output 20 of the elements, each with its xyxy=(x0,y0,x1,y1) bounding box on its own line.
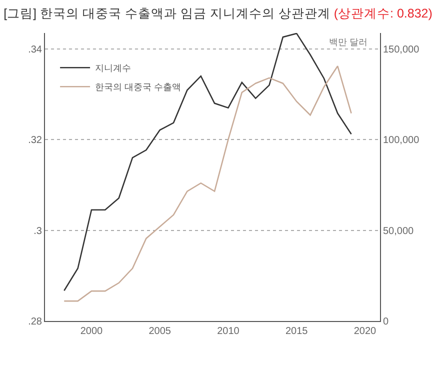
x-tick-label: 2005 xyxy=(148,326,172,337)
y2-tick-label: 50,000 xyxy=(383,226,414,237)
y2-tick-label: 150,000 xyxy=(383,44,420,56)
y-tick-label: .32 xyxy=(28,135,42,146)
text: (상관계수: 0.832) xyxy=(334,6,432,20)
y2-tick-label: 0 xyxy=(383,316,389,328)
legend-label: 지니계수 xyxy=(95,63,132,74)
line-series xyxy=(63,33,352,292)
x-tick-label: 2000 xyxy=(80,326,104,337)
y2-axis-title: 백만 달러 xyxy=(329,37,368,47)
x-tick-label: 2015 xyxy=(285,326,308,337)
y-tick-label: .28 xyxy=(28,316,42,328)
x-tick-label: 2020 xyxy=(354,326,377,337)
y-tick-label: .3 xyxy=(34,226,42,237)
legend-label: 한국의 대중국 수출액 xyxy=(95,82,182,92)
chart-title: [그림] 한국의 대중국 수출액과 임금 지니계수의 상관관계 xyxy=(4,6,330,20)
x-tick-label: 2010 xyxy=(217,326,240,337)
y-tick-label: .34 xyxy=(28,44,42,56)
y2-tick-label: 100,000 xyxy=(383,135,420,146)
line-series xyxy=(63,65,352,302)
